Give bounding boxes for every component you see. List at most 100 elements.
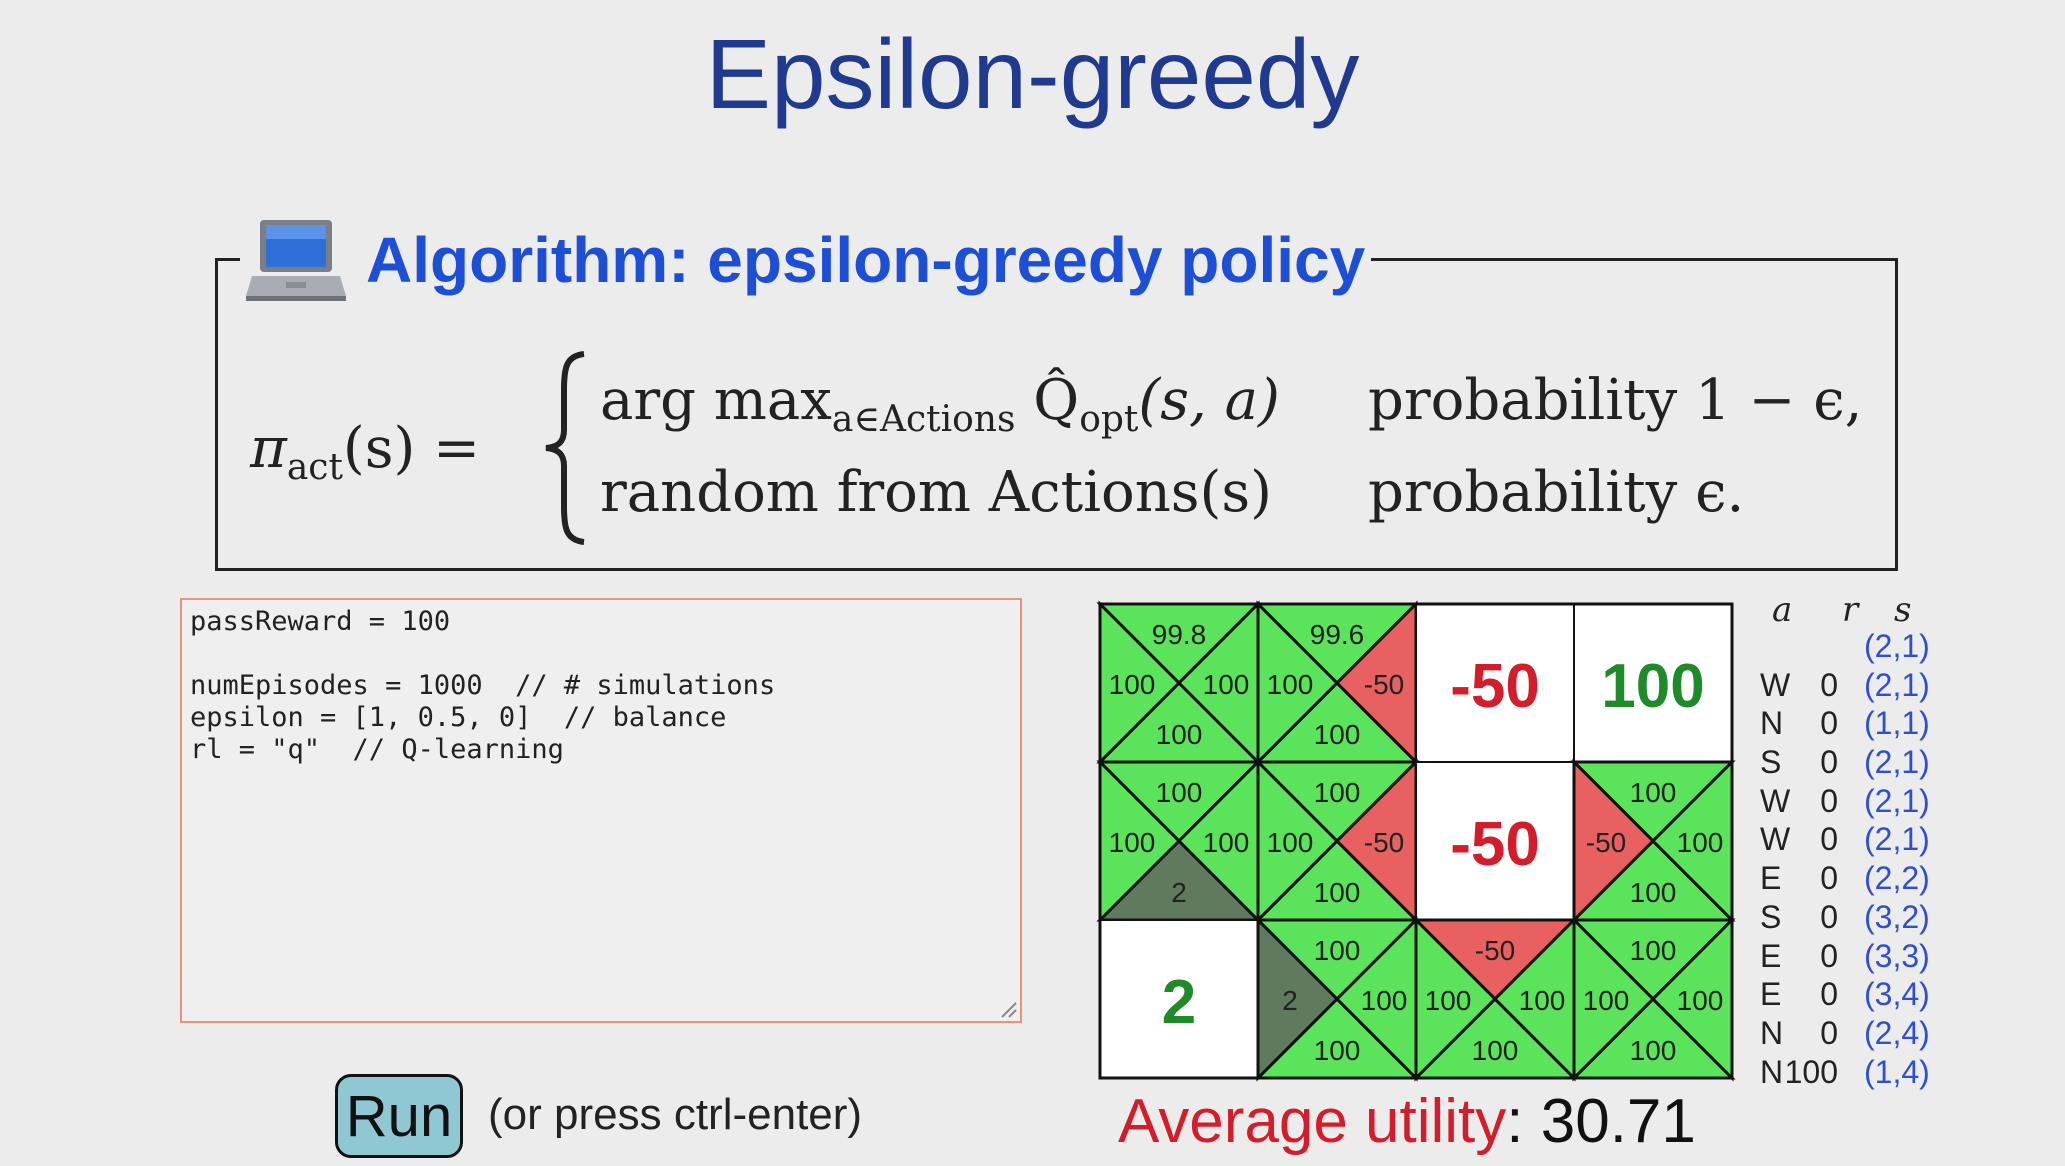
q-value-s: 100 (1630, 877, 1677, 908)
q-value-w: 100 (1583, 985, 1630, 1016)
q-value-e: 100 (1677, 985, 1724, 1016)
trace-r: 0 (1820, 666, 1838, 703)
algorithm-title: Algorithm: epsilon-greedy policy (366, 224, 1366, 296)
trace-row: W 0 (2,1) (1760, 821, 1940, 860)
q-value-s: 100 (1156, 719, 1203, 750)
q-value-n: 100 (1156, 777, 1203, 808)
trace-a: S (1760, 744, 1782, 781)
trace-s: (3,3) (1864, 937, 1930, 974)
q-triangle-w (1414, 916, 1498, 1082)
trace-r: 0 (1820, 898, 1838, 935)
average-utility-label: Average utility (1118, 1087, 1507, 1156)
trace-a: S (1760, 898, 1782, 935)
trace-s: (1,1) (1864, 705, 1930, 742)
q-value-e: 100 (1361, 985, 1408, 1016)
cell-background (1099, 919, 1259, 1079)
prob-random: probability ϵ. (1368, 460, 1745, 525)
q-value-s: 100 (1630, 1035, 1677, 1066)
trace-r: 0 (1820, 860, 1838, 897)
q-value-e: -50 (1364, 827, 1404, 858)
trace-r: 0 (1820, 976, 1838, 1013)
policy-formula: πact(s) = arg maxa∈Actions Q̂opt(s, a) p… (250, 350, 1870, 550)
trace-r: 100 (1784, 1053, 1838, 1090)
trace-row: E 0 (2,2) (1760, 860, 1940, 899)
q-value-s: 100 (1314, 1035, 1361, 1066)
q-value-w: 100 (1267, 669, 1314, 700)
trace-s: (3,2) (1864, 898, 1930, 935)
trace-header-s: s (1894, 590, 1912, 630)
trace-row: E 0 (3,3) (1760, 938, 1940, 977)
algorithm-header: Algorithm: epsilon-greedy policy (240, 210, 1372, 310)
laptop-icon (246, 220, 346, 301)
trace-s: (3,4) (1864, 976, 1930, 1013)
trace-a: E (1760, 976, 1782, 1013)
trace-s: (2,1) (1864, 666, 1930, 703)
trace-row: N 0 (2,4) (1760, 1015, 1940, 1054)
trace-s: (2,1) (1864, 821, 1930, 858)
trace-r: 0 (1820, 937, 1838, 974)
q-triangle-w (1256, 916, 1340, 1082)
slide-title: Epsilon-greedy (705, 19, 1360, 129)
trace-r: 0 (1820, 705, 1838, 742)
trace-a: N (1760, 1053, 1784, 1090)
case-greedy: arg maxa∈Actions Q̂opt(s, a) (600, 368, 1280, 441)
q-value-n: 99.8 (1152, 619, 1207, 650)
formula-lhs: πact(s) = (250, 416, 481, 489)
trace-row: N 0 (1,1) (1760, 705, 1940, 744)
trace-s: (1,4) (1864, 1053, 1930, 1090)
q-value-n: 99.6 (1310, 619, 1365, 650)
grid-cell: 100 (1573, 603, 1733, 763)
trace-header-r: r (1842, 590, 1859, 630)
q-value-e: 100 (1203, 827, 1250, 858)
q-value-n: 100 (1314, 935, 1361, 966)
trace-row: E 0 (3,4) (1760, 976, 1940, 1015)
q-value-w: 100 (1425, 985, 1472, 1016)
trace-row: (2,1) (1760, 628, 1940, 667)
trace-a: E (1760, 937, 1782, 974)
q-value-n: 100 (1630, 777, 1677, 808)
trace-row: W 0 (2,1) (1760, 667, 1940, 706)
q-triangle-w (1572, 916, 1656, 1082)
cell-value: -50 (1450, 810, 1540, 879)
q-value-e: 100 (1677, 827, 1724, 858)
trace-s: (2,2) (1864, 860, 1930, 897)
code-editor[interactable] (180, 598, 1022, 1023)
grid-border (1098, 602, 1734, 1080)
q-value-e: -50 (1364, 669, 1404, 700)
q-triangle-w (1256, 600, 1340, 766)
prob-greedy: probability 1 − ϵ, (1368, 368, 1863, 433)
q-value-s: 100 (1472, 1035, 1519, 1066)
q-value-s: 100 (1314, 719, 1361, 750)
cell-value: -50 (1450, 652, 1540, 721)
trace-a: W (1760, 821, 1791, 858)
trace-r: 0 (1820, 744, 1838, 781)
q-value-n: 100 (1630, 935, 1677, 966)
resize-grip-icon[interactable] (998, 999, 1018, 1019)
trace-a: N (1760, 705, 1784, 742)
trace-r: 0 (1820, 1014, 1838, 1051)
run-hint: (or press ctrl-enter) (488, 1090, 863, 1139)
trace-row: W 0 (2,1) (1760, 783, 1940, 822)
episode-trace: a r s (2,1) W 0 (2,1) N 0 (1,1) S 0 (2,1) W 0 (2,1) W… (1760, 590, 1940, 1092)
case-random: random from Actions(s) (600, 460, 1272, 525)
q-value-w: 2 (1282, 985, 1298, 1016)
q-value-w: -50 (1586, 827, 1626, 858)
average-utility: Average utility: 30.71 (1118, 1086, 1696, 1157)
q-value-s: 100 (1314, 877, 1361, 908)
trace-r: 0 (1820, 782, 1838, 819)
grid-cell: -50 (1415, 761, 1575, 921)
trace-s: (2,1) (1864, 628, 1930, 664)
case-brace (545, 351, 585, 545)
trace-header-a: a (1772, 590, 1793, 630)
trace-row: N 100 (1,4) (1760, 1054, 1940, 1093)
trace-row: S 0 (3,2) (1760, 899, 1940, 938)
run-button[interactable]: Run (335, 1074, 463, 1158)
